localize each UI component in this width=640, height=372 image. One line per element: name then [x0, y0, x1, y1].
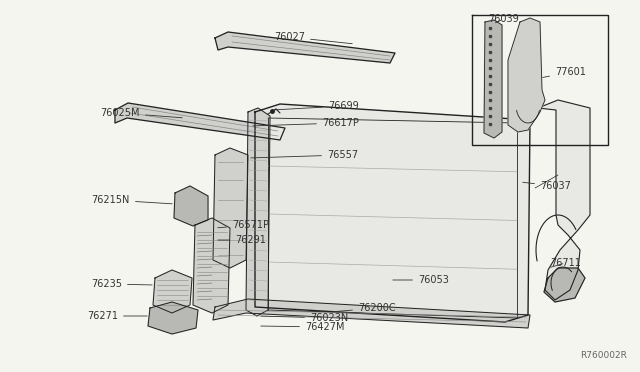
Text: 76271: 76271: [87, 311, 147, 321]
Text: 76023N: 76023N: [260, 313, 348, 323]
Text: 76215N: 76215N: [92, 195, 172, 205]
Text: 77601: 77601: [543, 67, 586, 77]
Text: 76617P: 76617P: [253, 118, 359, 128]
Polygon shape: [544, 268, 585, 302]
Text: 76571P: 76571P: [218, 220, 269, 230]
Text: 76037: 76037: [523, 181, 571, 191]
Polygon shape: [193, 218, 230, 313]
Polygon shape: [215, 32, 395, 63]
Polygon shape: [115, 103, 285, 140]
Text: 76053: 76053: [393, 275, 449, 285]
Text: 76235: 76235: [91, 279, 152, 289]
Polygon shape: [255, 104, 530, 322]
Text: 76027: 76027: [274, 32, 352, 44]
Text: 76427M: 76427M: [260, 322, 344, 332]
Text: 76039: 76039: [488, 14, 519, 24]
Polygon shape: [213, 299, 530, 328]
Polygon shape: [246, 108, 270, 316]
Polygon shape: [484, 20, 502, 138]
Text: R760002R: R760002R: [580, 350, 627, 359]
Polygon shape: [508, 18, 545, 132]
Text: 76699: 76699: [275, 101, 359, 111]
Polygon shape: [174, 186, 208, 226]
Polygon shape: [213, 148, 248, 268]
Text: 76291: 76291: [218, 235, 266, 245]
Text: 76711: 76711: [550, 258, 581, 268]
Text: 76025M: 76025M: [100, 108, 182, 118]
Text: 76200C: 76200C: [333, 303, 396, 313]
Polygon shape: [153, 270, 192, 313]
Polygon shape: [148, 302, 198, 334]
Text: 76557: 76557: [251, 150, 358, 160]
Polygon shape: [538, 100, 590, 300]
